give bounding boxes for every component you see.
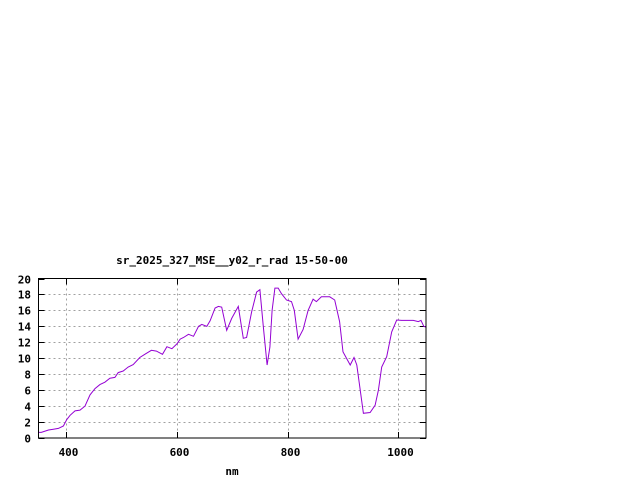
x-tick-label: 400 (59, 446, 79, 459)
y-tick-label: 16 (18, 305, 32, 318)
y-tick-label: 12 (18, 337, 31, 350)
y-tick-label: 8 (24, 369, 31, 382)
y-tick-label: 20 (18, 274, 31, 287)
x-tick-label: 1000 (387, 446, 414, 459)
plot-border (38, 278, 427, 439)
y-tick-label: 10 (18, 353, 31, 366)
x-tick-label: 800 (281, 446, 301, 459)
chart-title: sr_2025_327_MSE__y02_r_rad 15-50-00 (116, 254, 348, 267)
y-tick-label: 14 (18, 321, 32, 334)
x-tick-label: 600 (170, 446, 190, 459)
y-tick-label: 4 (24, 401, 31, 414)
y-tick-label: 2 (24, 417, 31, 430)
y-tick-label: 0 (24, 433, 31, 446)
ticks: 0 2 4 6 8 10 12 14 16 18 20 400 600 800 1000 (18, 274, 426, 459)
grid (38, 278, 426, 438)
series-line (38, 287, 427, 433)
x-axis-label: nm (225, 465, 239, 478)
y-tick-label: 6 (24, 385, 31, 398)
y-tick-label: 18 (18, 289, 31, 302)
